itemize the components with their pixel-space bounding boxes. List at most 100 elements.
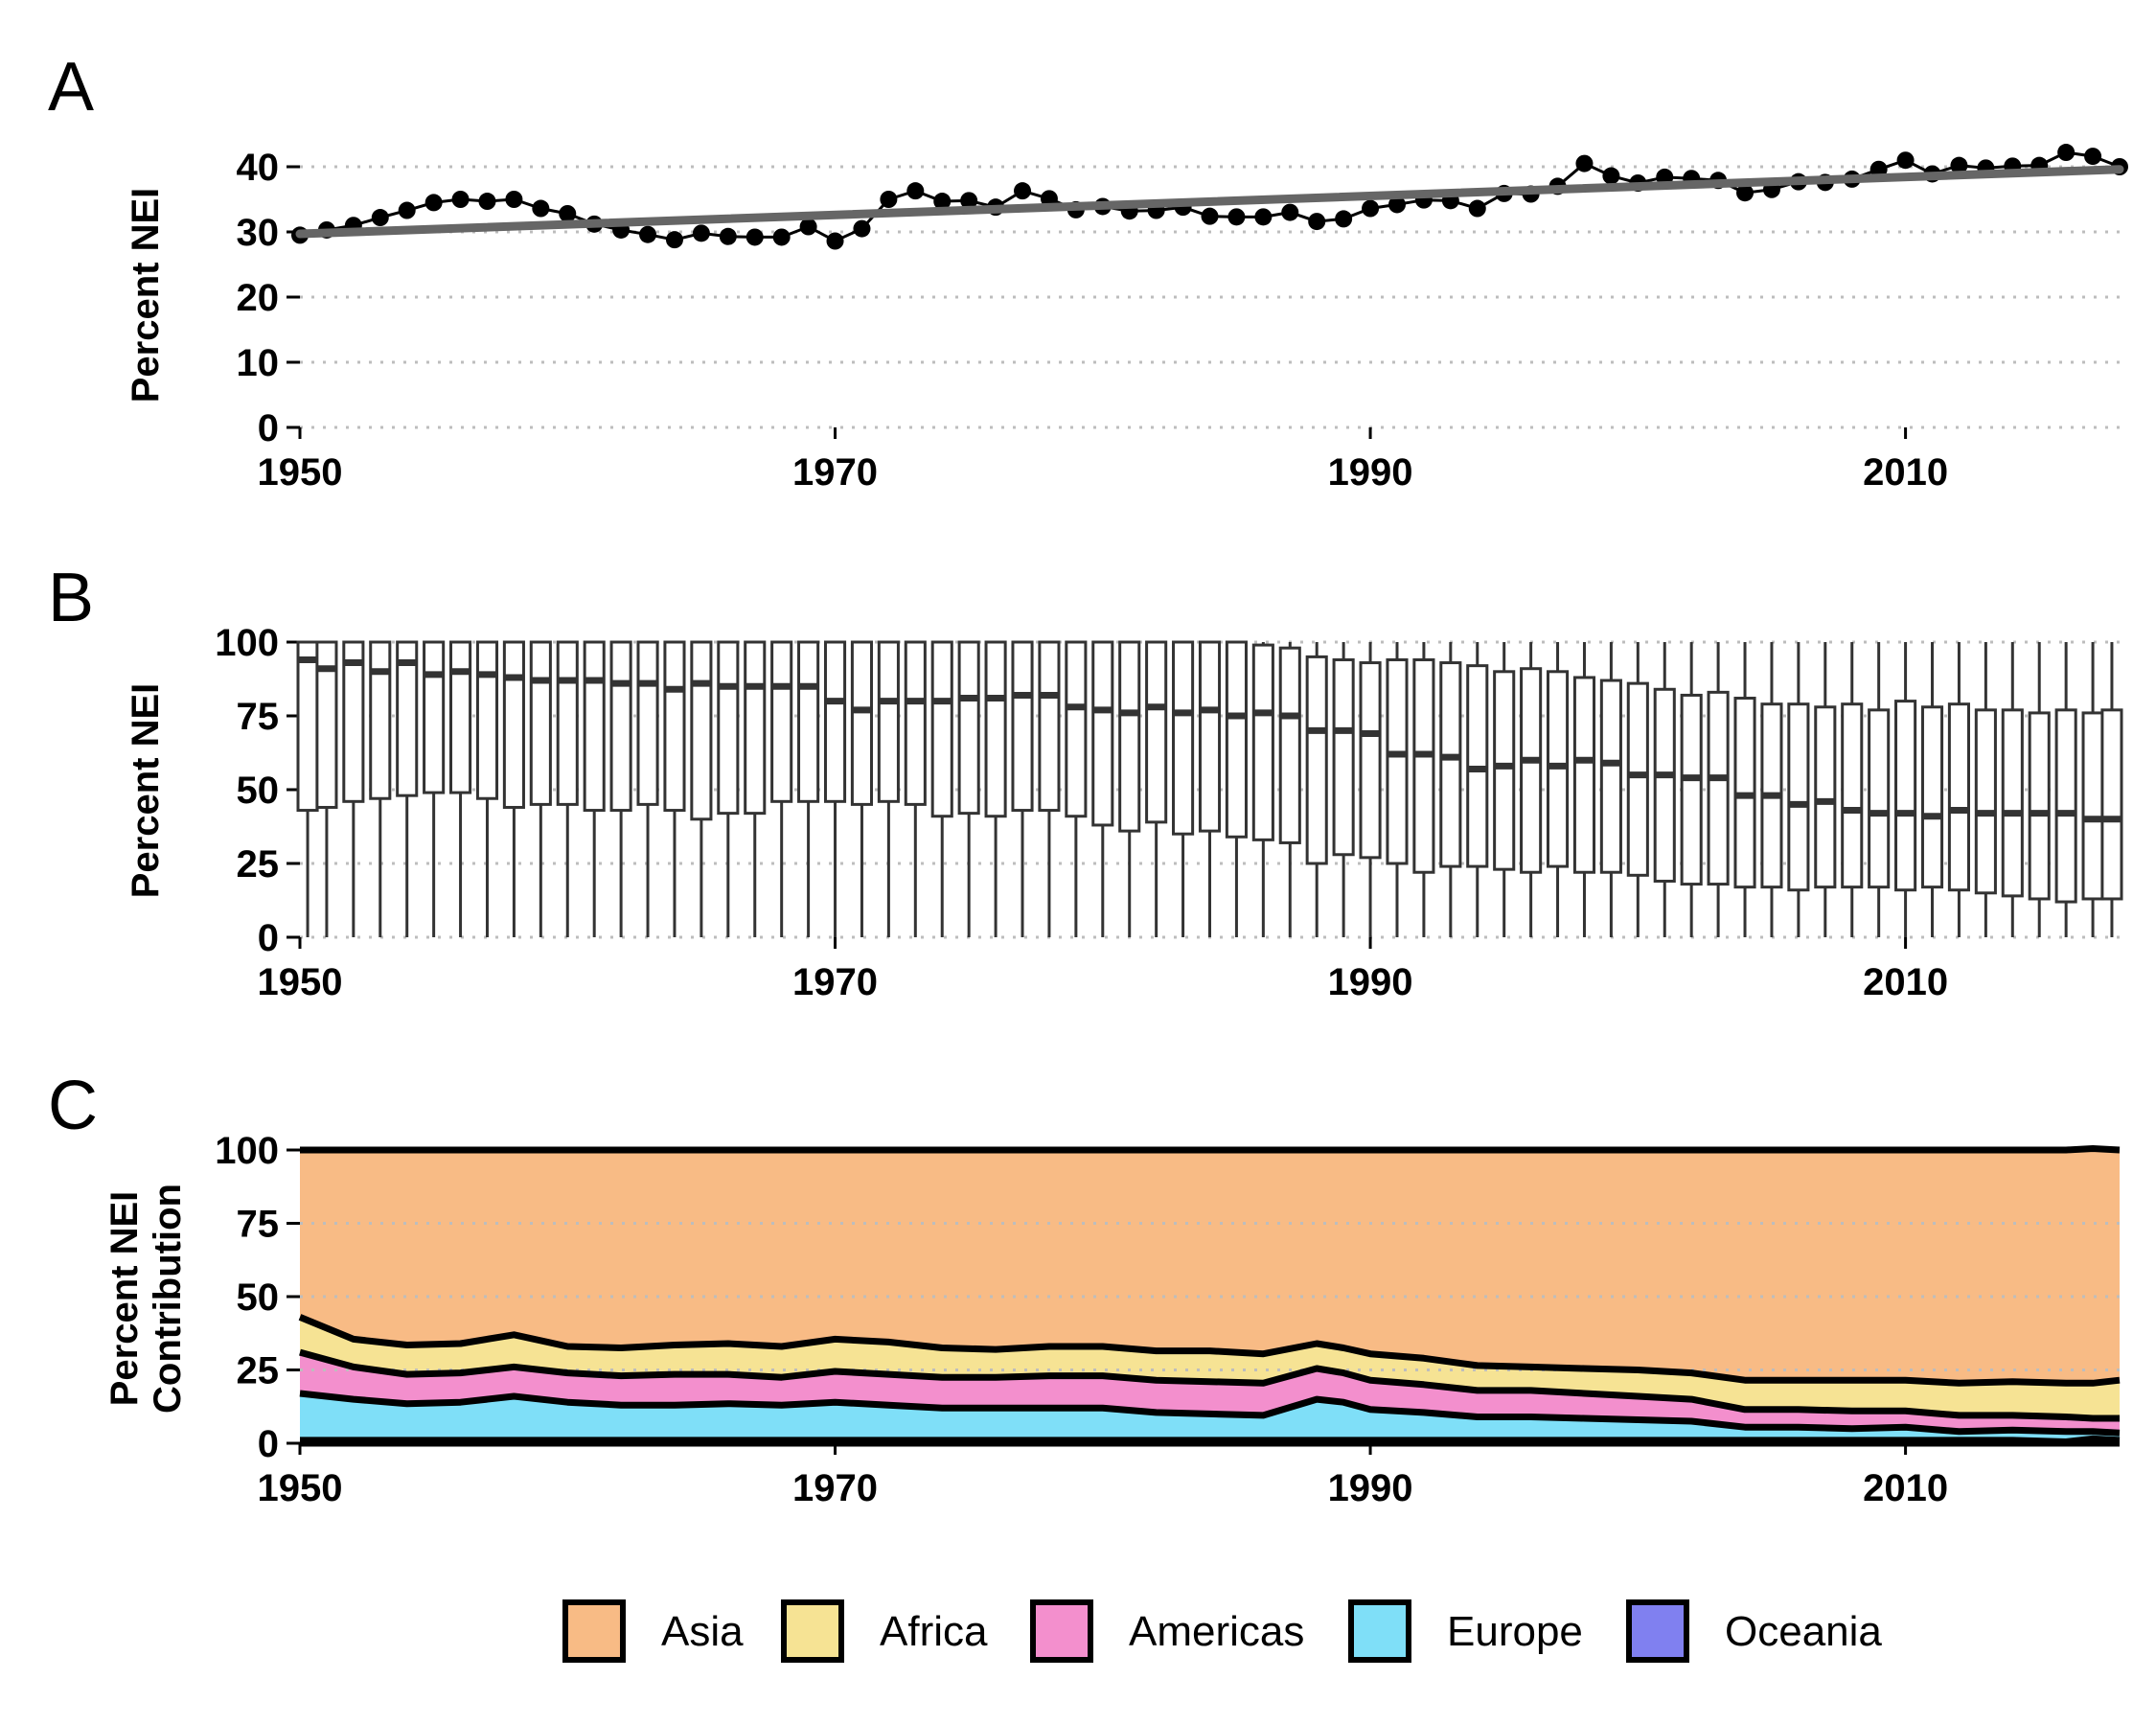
panel-b-box (342, 640, 365, 803)
panel-b-box (2001, 708, 2024, 898)
panel-b-box (1305, 655, 1328, 865)
panel-b-box (2054, 708, 2077, 904)
panel-b-box (1920, 705, 1944, 889)
panel-a-marks (291, 144, 2128, 250)
panel-a-point (772, 228, 791, 246)
panel-b-box (770, 640, 793, 803)
panel-b-box (877, 640, 900, 803)
panel-a-point (2057, 144, 2076, 162)
panel-b-box (1278, 646, 1301, 844)
panel-b-x-tick-label: 2010 (1863, 961, 1948, 1003)
panel-a-x-tick-label: 1970 (792, 451, 878, 494)
panel-a-point (719, 227, 737, 245)
panel-a-point (532, 199, 550, 218)
panel-c-letter: C (48, 1068, 98, 1144)
panel-a-x-tick-label: 1990 (1328, 451, 1413, 494)
panel-b-box (1814, 705, 1837, 889)
panel-b-box (369, 640, 392, 800)
panel-a-trend-line (295, 165, 2124, 239)
legend-label-asia: Asia (661, 1608, 744, 1655)
panel-a-point (853, 219, 871, 238)
panel-a-point (1950, 156, 1968, 174)
panel-b-axes: 0 25 50 75 100 1950 1970 1990 2010 (215, 622, 1948, 1003)
panel-a-y-tick-label: 20 (237, 277, 280, 319)
panel-c-y-tick-label: 50 (237, 1276, 280, 1319)
panel-b-box (1065, 640, 1088, 818)
panel-b-box (1680, 693, 1703, 886)
panel-b-y-tick-label: 75 (237, 696, 280, 738)
panel-b-box (984, 640, 1007, 818)
panel-a-point (692, 224, 710, 242)
panel-a-x-tick-label: 1950 (258, 451, 343, 494)
panel-b-box (1572, 676, 1596, 874)
panel-b-box (1225, 640, 1248, 839)
panel-b-box (1412, 657, 1435, 874)
panel-b-box (315, 640, 338, 809)
panel-a-point (1468, 199, 1486, 218)
panel-b-box (1894, 700, 1917, 892)
panel-b-box (1707, 690, 1730, 886)
panel-b-box (475, 640, 499, 800)
panel-b-box (1145, 640, 1168, 824)
panel-b-y-tick-label: 50 (237, 770, 280, 812)
legend: Asia Africa Americas Europe Oceania (562, 1599, 1882, 1663)
panel-b-box (690, 640, 713, 821)
panel-c-y-axis-title-line-1: Percent NEI (103, 1191, 146, 1407)
panel-b-box (2100, 708, 2123, 901)
panel-a-y-tick-label: 40 (237, 147, 280, 189)
panel-a-axes: 0 10 20 30 40 1950 1970 1990 2010 (237, 147, 1949, 494)
panel-c-boundary-line (299, 1390, 2121, 1437)
panel-b-box (1841, 702, 1864, 889)
panel-a: A Percent NEI 0 10 20 30 40 1950 1970 1990 2010 (48, 49, 2128, 494)
panel-a-point (1896, 151, 1915, 170)
panel-b-box (904, 640, 927, 806)
panel-b-y-tick-label: 25 (237, 843, 280, 886)
panel-c-x-tick-label: 1950 (258, 1467, 343, 1509)
panel-c-y-tick-label: 75 (237, 1204, 280, 1246)
panel-a-point (745, 228, 764, 246)
panel-a-point (424, 194, 443, 212)
panel-a-x-tick-label: 2010 (1863, 451, 1948, 494)
panel-a-y-tick-label: 10 (237, 342, 280, 384)
panel-a-point (1335, 210, 1353, 228)
panel-b-box (717, 640, 740, 816)
panel-b-box (636, 640, 659, 806)
panel-a-point (505, 191, 523, 208)
panel-a-point (1254, 208, 1273, 226)
panel-b-box (502, 640, 525, 809)
panel-a-point (371, 209, 389, 227)
legend-label-americas: Americas (1129, 1608, 1304, 1655)
panel-b-box (1599, 678, 1622, 874)
panel-b-box (957, 640, 980, 816)
panel-c-boundary-line (299, 1348, 2120, 1422)
legend-swatch-africa (781, 1599, 844, 1663)
panel-b-x-tick-label: 1970 (792, 961, 878, 1003)
legend-swatch-europe (1348, 1599, 1411, 1663)
panel-b-box (930, 640, 953, 818)
panel-c-lines (298, 1145, 2121, 1447)
panel-c-marks (300, 1148, 2120, 1443)
panel-a-point (933, 193, 952, 211)
panel-b-box (609, 640, 632, 813)
panel-b-box (1386, 657, 1409, 865)
panel-b-marks (296, 640, 2123, 937)
panel-c-x-tick-label: 1990 (1328, 1467, 1413, 1509)
panel-b-box (529, 640, 552, 806)
panel-a-point (960, 192, 978, 210)
panel-a-point (1736, 184, 1755, 202)
panel-b-box (449, 640, 472, 794)
panel-c-y-tick-label: 25 (237, 1350, 280, 1392)
panel-a-point (826, 232, 844, 250)
panel-a-y-tick-label: 30 (237, 212, 280, 254)
panel-c-y-tick-label: 0 (258, 1423, 279, 1465)
panel-c-boundary-line (300, 1435, 2121, 1445)
panel-c-area-africa (300, 1317, 2120, 1418)
panel-a-point (1014, 182, 1032, 200)
panel-a-point (799, 218, 817, 236)
legend-swatch-americas (1030, 1599, 1093, 1663)
panel-b-box (2028, 711, 2051, 901)
panel-a-point (1602, 167, 1620, 185)
panel-a-point (398, 201, 416, 219)
panel-b-box (423, 640, 446, 794)
